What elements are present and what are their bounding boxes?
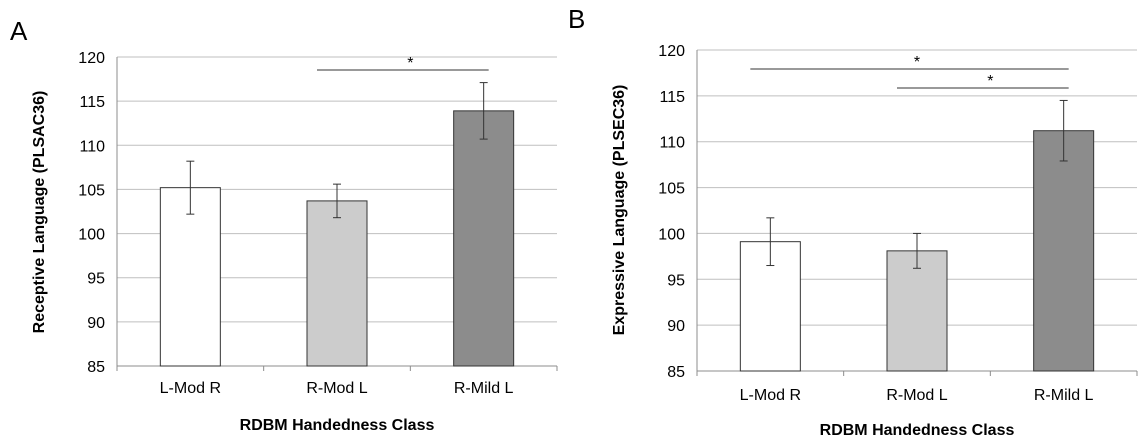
category-label: R-Mild L [454, 380, 514, 397]
y-tick-label: 120 [78, 50, 105, 67]
y-tick-label: 115 [659, 89, 685, 106]
y-tick-label: 120 [658, 43, 685, 60]
panel-b-xticks: L-Mod R R-Mod L R-Mild L [696, 371, 1138, 404]
y-tick-label: 85 [667, 364, 685, 381]
panel-a: A * 85 90 95 100 105 110 115 120 L-Mod R R-Mod L… [10, 16, 558, 434]
panel-a-significance: * [317, 55, 489, 72]
y-tick-label: 95 [667, 272, 685, 289]
y-tick-label: 100 [658, 226, 685, 243]
panel-a-letter: A [10, 16, 28, 46]
panel-a-bars [159, 110, 515, 367]
panel-b-errorbars [766, 99, 1068, 269]
y-tick-label: 110 [659, 135, 685, 152]
category-label: L-Mod R [160, 380, 221, 397]
panel-a-x-axis-title: RDBM Handedness Class [240, 417, 435, 434]
y-tick-label: 85 [87, 359, 105, 376]
panel-a-errorbars [186, 82, 488, 219]
y-tick-label: 90 [667, 318, 685, 335]
panel-b-significance: ** [750, 54, 1069, 90]
y-tick-label: 95 [87, 271, 105, 288]
y-tick-label: 100 [78, 227, 105, 244]
y-tick-label: 105 [658, 181, 685, 198]
panel-a-y-axis-title: Receptive Language (PLSAC36) [31, 91, 48, 334]
y-tick-label: 105 [78, 182, 105, 199]
bar [453, 110, 515, 367]
y-tick-label: 115 [79, 94, 105, 111]
panel-a-yticks: 85 90 95 100 105 110 115 120 [78, 50, 105, 376]
panel-b-y-axis-title: Expressive Language (PLSEC36) [611, 85, 628, 336]
significance-label: * [407, 55, 413, 72]
significance-label: * [987, 73, 993, 90]
bar [306, 200, 368, 367]
bar [1033, 130, 1095, 372]
category-label: R-Mod L [306, 380, 367, 397]
bar [886, 250, 948, 372]
panel-b-x-axis-title: RDBM Handedness Class [820, 422, 1015, 439]
y-tick-label: 90 [87, 315, 105, 332]
panel-b-bars [739, 130, 1095, 372]
panel-b-yticks: 85 90 95 100 105 110 115 120 [658, 43, 685, 381]
y-tick-label: 110 [79, 138, 105, 155]
category-label: R-Mod L [886, 387, 947, 404]
panel-b-letter: B [568, 4, 585, 34]
category-label: R-Mild L [1034, 387, 1094, 404]
significance-label: * [914, 54, 920, 71]
category-label: L-Mod R [740, 387, 801, 404]
panel-a-xticks: L-Mod R R-Mod L R-Mild L [116, 366, 558, 397]
